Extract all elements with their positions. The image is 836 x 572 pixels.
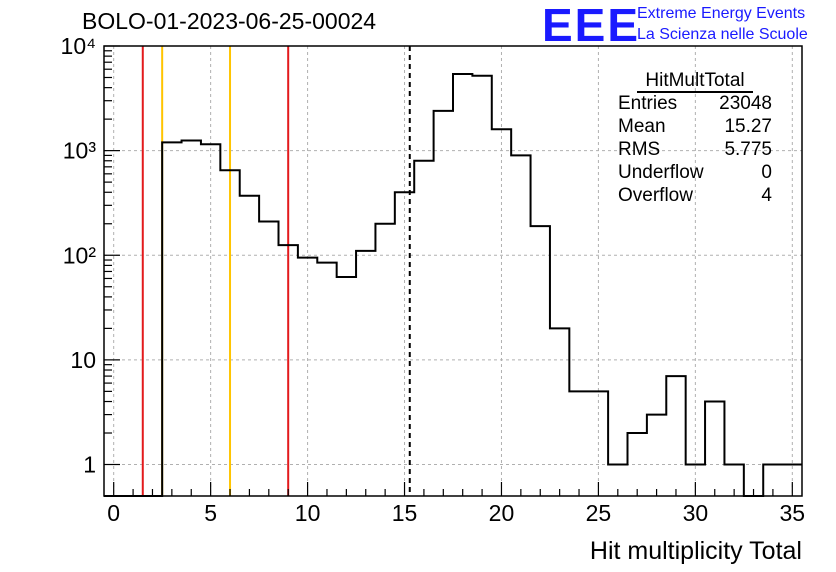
x-tick-label: 25 bbox=[586, 500, 612, 526]
x-tick-label: 10 bbox=[295, 500, 321, 526]
logo-line-2: La Scienza nelle Scuole bbox=[637, 26, 808, 43]
stats-box: HitMultTotal Entries 23048 Mean 15.27 RMS 5… bbox=[610, 70, 780, 207]
marker-lines bbox=[141, 46, 411, 496]
y-tick-label: 10 bbox=[70, 347, 96, 373]
stat-row-overflow: Overflow 4 bbox=[610, 184, 780, 207]
x-tick-label: 5 bbox=[204, 500, 217, 526]
stat-value: 15.27 bbox=[724, 116, 772, 137]
eee-logo: EEE Extreme Energy Events La Scienza nel… bbox=[542, 0, 808, 51]
y-tick-label: 10³ bbox=[63, 138, 97, 164]
logo-letters: EEE bbox=[542, 0, 641, 51]
x-tick-label: 35 bbox=[780, 500, 806, 526]
y-tick-label: 10² bbox=[63, 242, 97, 268]
stat-value: 23048 bbox=[719, 93, 772, 114]
y-tick-label: 10⁴ bbox=[61, 33, 96, 59]
stat-value: 5.775 bbox=[724, 139, 772, 160]
stat-row-mean: Mean 15.27 bbox=[610, 115, 780, 138]
x-tick-labels: 0 5 10 15 20 25 30 35 bbox=[107, 500, 805, 526]
stats-title: HitMultTotal bbox=[610, 70, 780, 93]
x-axis-label: Hit multiplicity Total bbox=[589, 537, 802, 565]
stat-label: Overflow bbox=[618, 185, 693, 206]
chart-title: BOLO-01-2023-06-25-00024 bbox=[82, 8, 377, 34]
stat-row-entries: Entries 23048 bbox=[610, 92, 780, 115]
stat-row-underflow: Underflow 0 bbox=[610, 161, 780, 184]
stat-value: 4 bbox=[761, 185, 772, 206]
stat-label: RMS bbox=[618, 139, 661, 160]
histogram-line bbox=[104, 72, 802, 497]
x-tick-label: 15 bbox=[392, 500, 418, 526]
y-tick-labels: 1 10 10² 10³ 10⁴ bbox=[61, 33, 97, 478]
x-tick-label: 20 bbox=[489, 500, 515, 526]
axis-ticks bbox=[104, 45, 793, 496]
logo-line-1: Extreme Energy Events bbox=[637, 5, 806, 22]
y-tick-label: 1 bbox=[83, 452, 96, 478]
stat-value: 0 bbox=[761, 162, 772, 183]
stat-label: Underflow bbox=[618, 162, 704, 183]
stat-label: Entries bbox=[618, 93, 678, 114]
stat-label: Mean bbox=[618, 116, 666, 137]
stat-row-rms: RMS 5.775 bbox=[610, 138, 780, 161]
x-tick-label: 0 bbox=[107, 500, 120, 526]
x-tick-label: 30 bbox=[683, 500, 709, 526]
stats-title-text: HitMultTotal bbox=[637, 70, 753, 93]
